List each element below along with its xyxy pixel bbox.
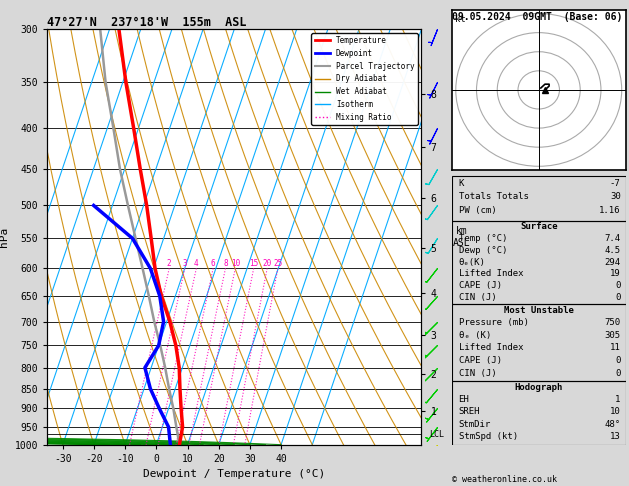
Text: θₑ(K): θₑ(K) [459,258,486,267]
Text: K: K [459,179,464,188]
Text: 0: 0 [615,293,621,302]
Text: 20: 20 [262,260,272,268]
Text: Surface: Surface [520,222,557,231]
Text: 4.5: 4.5 [604,246,621,255]
Text: 305: 305 [604,330,621,340]
Text: -7: -7 [610,179,621,188]
Text: LCL: LCL [429,430,444,439]
Text: θₑ (K): θₑ (K) [459,330,491,340]
Text: 7.4: 7.4 [604,234,621,243]
Bar [452,176,626,221]
Text: 10: 10 [231,260,240,268]
Legend: Temperature, Dewpoint, Parcel Trajectory, Dry Adiabat, Wet Adiabat, Isotherm, Mi: Temperature, Dewpoint, Parcel Trajectory… [311,33,418,125]
Text: 294: 294 [604,258,621,267]
Text: 0: 0 [615,281,621,290]
X-axis label: Dewpoint / Temperature (°C): Dewpoint / Temperature (°C) [143,469,325,479]
Text: 10: 10 [610,407,621,417]
Text: © weatheronline.co.uk: © weatheronline.co.uk [452,474,557,484]
Text: 3: 3 [182,260,187,268]
Text: CIN (J): CIN (J) [459,368,496,378]
Text: 11: 11 [610,343,621,352]
Text: SREH: SREH [459,407,480,417]
Text: Lifted Index: Lifted Index [459,269,523,278]
Text: 1.16: 1.16 [599,206,621,215]
Text: 47°27'N  237°18'W  155m  ASL: 47°27'N 237°18'W 155m ASL [47,16,247,29]
Text: 15: 15 [249,260,259,268]
Text: Totals Totals: Totals Totals [459,192,528,202]
Text: PW (cm): PW (cm) [459,206,496,215]
Text: 4: 4 [194,260,199,268]
Text: CAPE (J): CAPE (J) [459,281,501,290]
Text: Temp (°C): Temp (°C) [459,234,507,243]
Text: Pressure (mb): Pressure (mb) [459,318,528,327]
Text: 6: 6 [211,260,216,268]
Text: 0: 0 [615,368,621,378]
Text: Hodograph: Hodograph [515,382,563,392]
Text: 0: 0 [615,356,621,365]
Text: Most Unstable: Most Unstable [504,306,574,315]
Text: 19: 19 [610,269,621,278]
Text: 48°: 48° [604,420,621,429]
Bar [452,304,626,382]
Text: 25: 25 [273,260,282,268]
Text: CIN (J): CIN (J) [459,293,496,302]
Text: 8: 8 [223,260,228,268]
Text: EH: EH [459,395,469,404]
Y-axis label: hPa: hPa [0,227,9,247]
Text: Dewp (°C): Dewp (°C) [459,246,507,255]
Text: 1: 1 [615,395,621,404]
Text: CAPE (J): CAPE (J) [459,356,501,365]
Text: 30: 30 [610,192,621,202]
Text: 750: 750 [604,318,621,327]
Bar [452,221,626,304]
Text: kt: kt [455,15,466,23]
Y-axis label: km
ASL: km ASL [452,226,470,248]
Text: 13: 13 [610,432,621,441]
Text: StmDir: StmDir [459,420,491,429]
Text: 09.05.2024  09GMT  (Base: 06): 09.05.2024 09GMT (Base: 06) [452,12,622,22]
Bar [452,382,626,445]
Text: StmSpd (kt): StmSpd (kt) [459,432,518,441]
Text: Lifted Index: Lifted Index [459,343,523,352]
Text: 2: 2 [167,260,172,268]
